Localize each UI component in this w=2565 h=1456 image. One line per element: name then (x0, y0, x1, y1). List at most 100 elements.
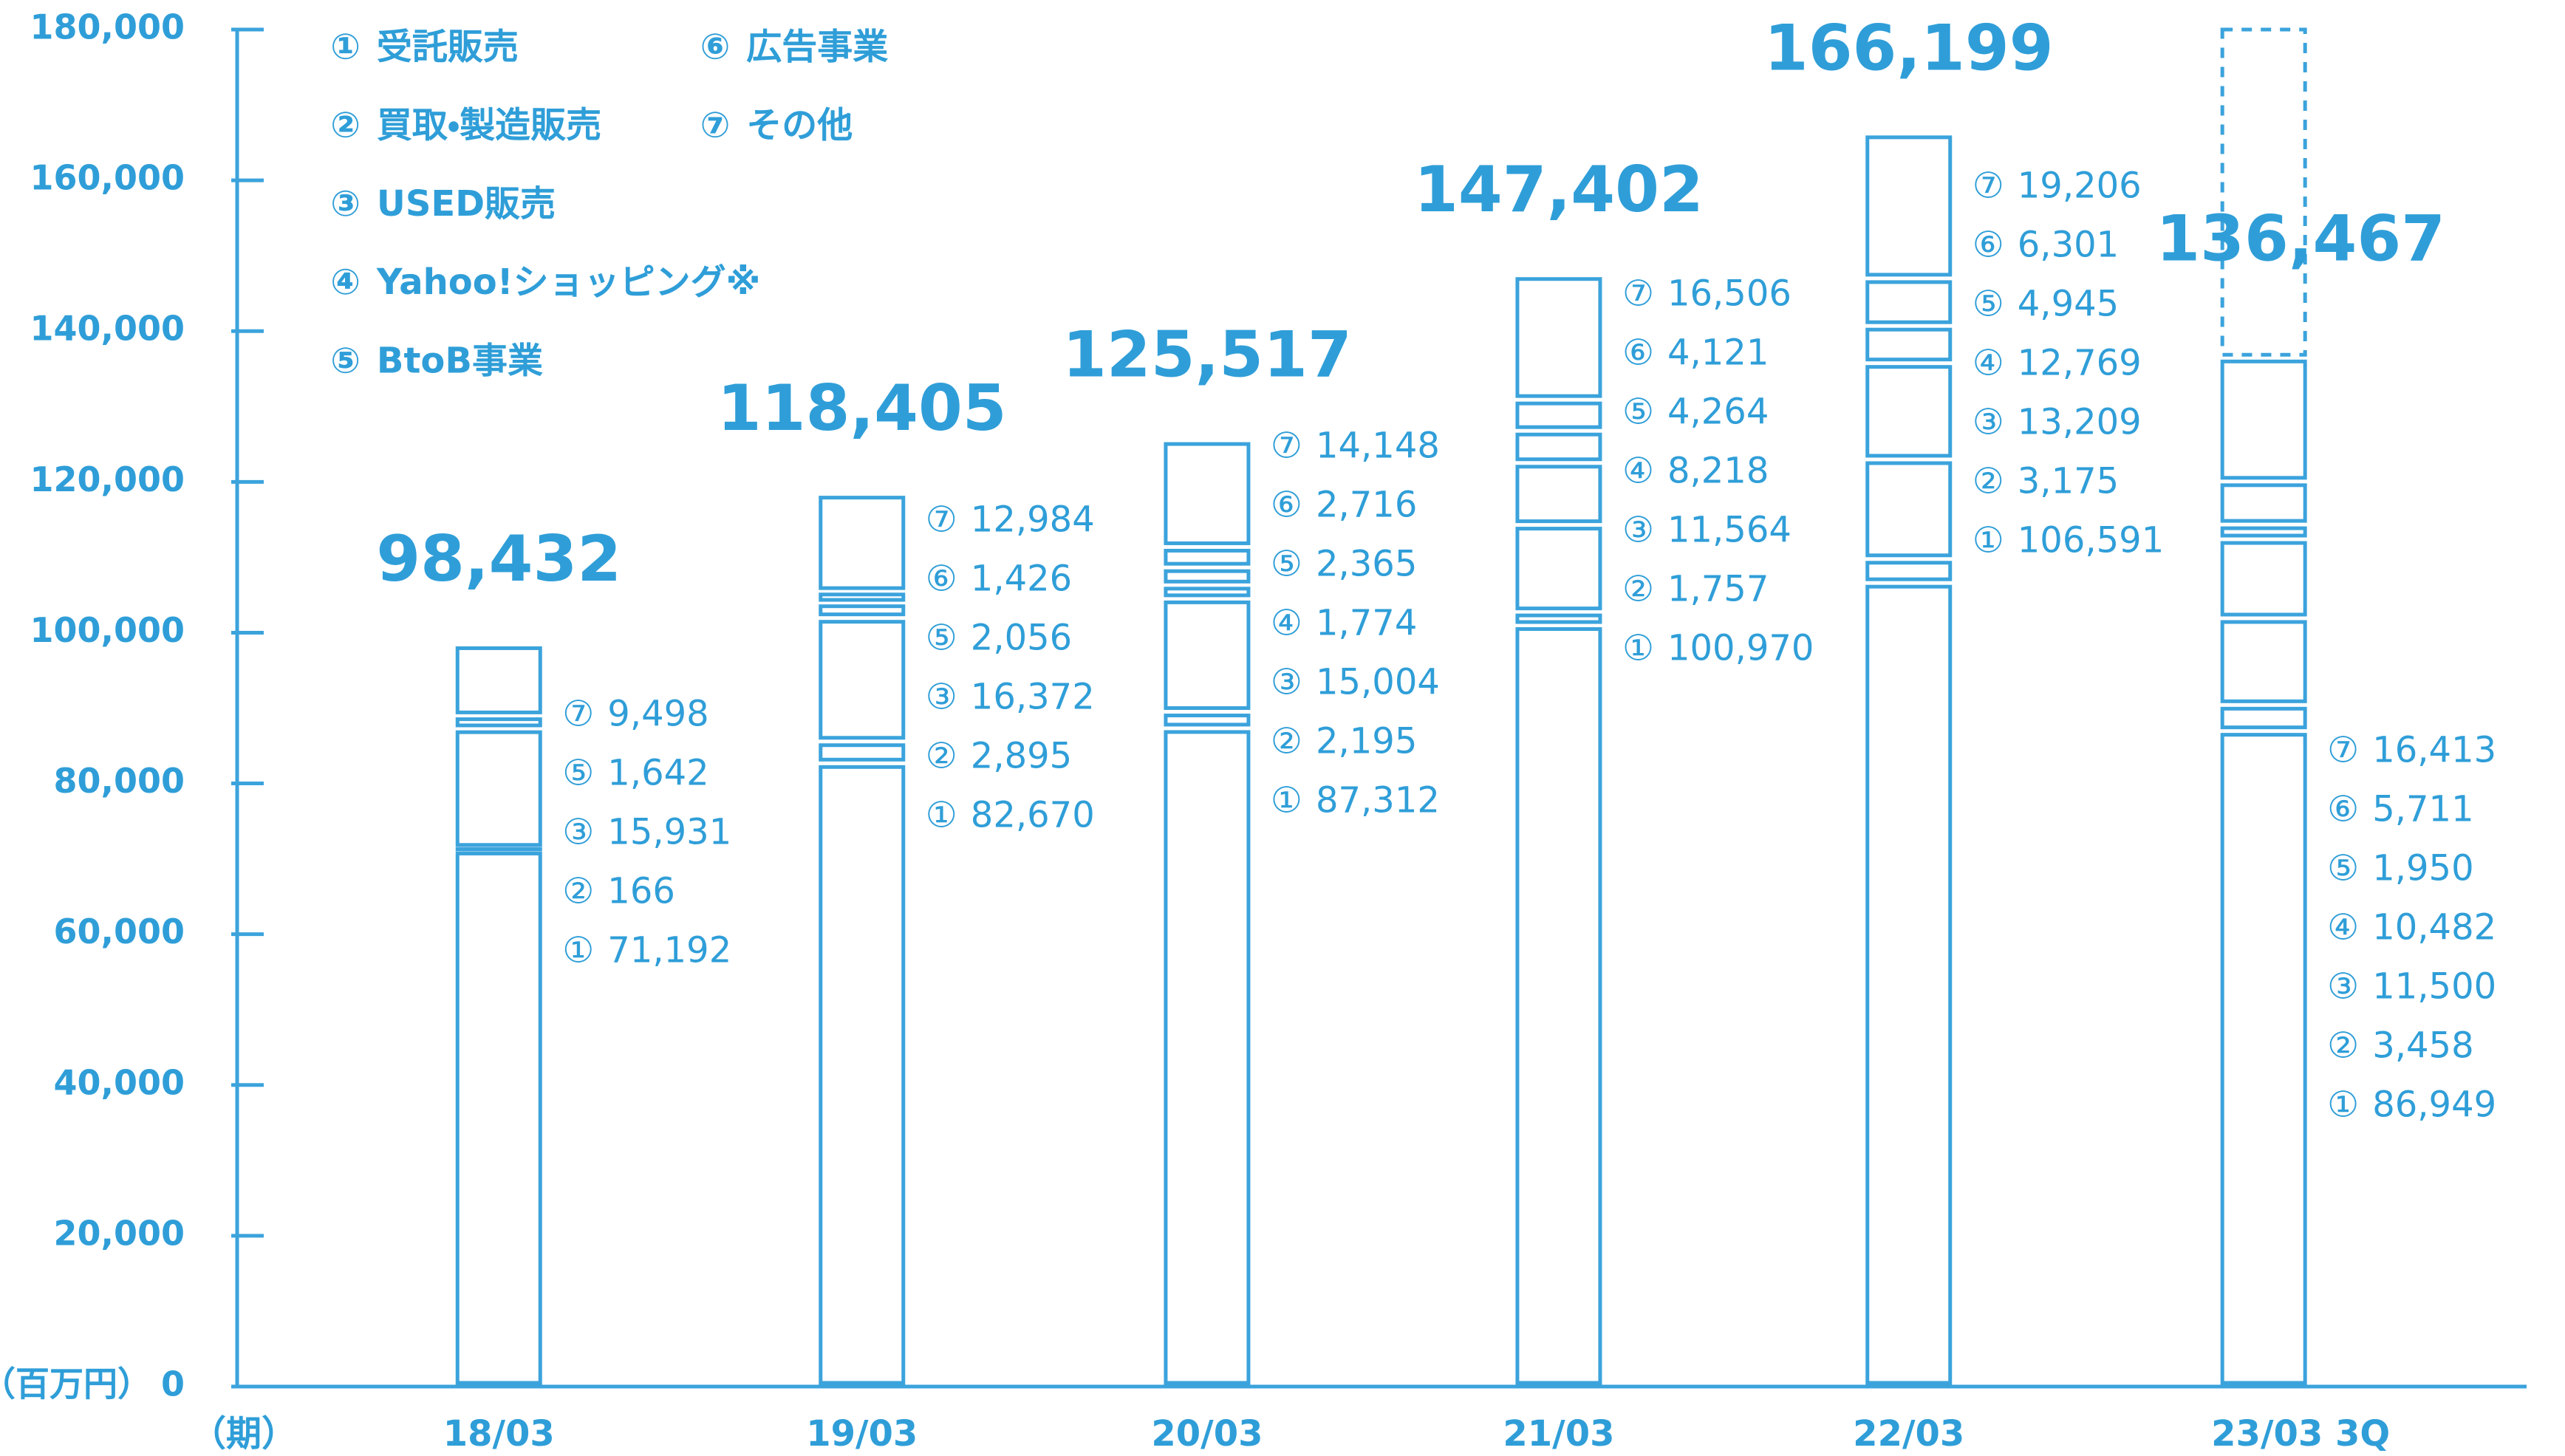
data-label-marker: ③ (2327, 965, 2359, 1007)
bar-segment (455, 730, 542, 847)
legend-name: Yahoo!ショッピング※ (376, 262, 760, 303)
bar-segment (2220, 526, 2307, 538)
bar-segment (1164, 569, 1251, 584)
data-label: ⑤ 2,365 (1271, 544, 1417, 585)
data-label: ① 106,591 (1973, 520, 2165, 561)
data-label: ⑦ 16,413 (2327, 729, 2496, 770)
bar-segment (455, 646, 542, 714)
data-label-value: 1,426 (971, 558, 1072, 599)
data-label-value: 11,564 (1667, 510, 1792, 551)
data-label: ⑤ 2,056 (926, 617, 1072, 658)
bar-segment (2220, 706, 2307, 730)
data-label-marker: ③ (926, 676, 957, 717)
data-label-value: 3,458 (2372, 1025, 2473, 1066)
data-label-marker: ⑤ (562, 753, 594, 794)
data-label: ③ 16,372 (926, 676, 1095, 717)
bar-segment (819, 620, 906, 740)
data-label: ③ 13,209 (1973, 402, 2142, 443)
data-label-value: 6,301 (2018, 225, 2119, 266)
data-label-marker: ② (562, 871, 594, 912)
total-label: 166,199 (1764, 11, 2054, 85)
data-label-marker: ④ (1973, 343, 2004, 384)
data-label-value: 71,192 (607, 930, 731, 971)
data-label-value: 1,774 (1316, 603, 1417, 644)
bar-segment (2220, 359, 2307, 480)
legend-name: 広告事業 (746, 26, 888, 67)
data-label: ⑤ 4,264 (1622, 392, 1769, 433)
data-label-marker: ③ (562, 812, 594, 853)
bar-segment (1515, 613, 1602, 624)
data-label-marker: ③ (1973, 402, 2004, 443)
data-label-marker: ⑥ (1271, 485, 1302, 526)
legend-marker: ④ (330, 262, 361, 303)
legend-name: その他 (746, 105, 853, 146)
bar-segment (1865, 584, 1953, 1385)
data-label: ④ 10,482 (2327, 906, 2496, 948)
y-tick-label: 180,000 (30, 7, 185, 47)
bar-segment (819, 592, 906, 602)
bar-segment (1164, 442, 1251, 545)
x-tick-label: 22/03 (1853, 1413, 1964, 1455)
data-label: ① 82,670 (926, 794, 1095, 835)
data-label-value: 15,931 (607, 812, 731, 853)
data-label-marker: ⑦ (926, 499, 957, 540)
x-tick-label: 20/03 (1151, 1413, 1263, 1455)
data-label: ⑦ 16,506 (1622, 273, 1792, 315)
y-tick-label: 0 (161, 1364, 185, 1404)
total-label: 98,432 (376, 522, 621, 596)
y-tick-label: 20,000 (53, 1213, 185, 1253)
data-label-value: 100,970 (1667, 628, 1814, 669)
legend-name: USED販売 (377, 183, 556, 225)
legend-name: BtoB事業 (377, 341, 543, 382)
x-tick-label: 23/03 3Q (2211, 1413, 2390, 1455)
data-label-value: 82,670 (971, 794, 1095, 835)
data-label-marker: ⑤ (1973, 284, 2004, 325)
data-label: ⑥ 2,716 (1271, 485, 1417, 526)
total-label: 136,467 (2156, 202, 2445, 276)
legend-entry: ① 受託販売 (330, 26, 519, 67)
data-label-marker: ⑦ (1622, 273, 1654, 315)
data-label-marker: ⑦ (1271, 425, 1302, 467)
data-label-marker: ⑤ (1622, 392, 1654, 433)
bar-segment (1515, 432, 1602, 462)
bar-segment (2220, 733, 2307, 1385)
y-tick-label: 140,000 (30, 309, 185, 349)
data-label: ① 71,192 (562, 930, 731, 971)
data-label-marker: ④ (1622, 451, 1654, 492)
data-label: ⑦ 9,498 (562, 694, 708, 735)
x-tick-label: 21/03 (1503, 1413, 1614, 1455)
bar-segment (819, 743, 906, 762)
data-label-value: 2,895 (971, 735, 1072, 776)
y-unit-label: （百万円） (0, 1364, 151, 1404)
data-label: ③ 15,931 (562, 812, 731, 853)
legend-entry: ④ Yahoo!ショッピング※ (330, 262, 760, 303)
data-label-marker: ⑥ (926, 558, 957, 599)
bar-segment (2220, 483, 2307, 523)
data-label-value: 14,148 (1316, 425, 1440, 467)
legend-marker: ⑦ (700, 105, 731, 146)
data-label-value: 13,209 (2018, 402, 2142, 443)
bar-segment (1164, 587, 1251, 598)
data-label: ③ 11,564 (1622, 510, 1792, 551)
legend-entry: ⑥ 広告事業 (700, 26, 889, 67)
legend-entry: ⑦ その他 (700, 105, 853, 146)
data-label: ⑥ 6,301 (1973, 225, 2119, 266)
bar-segment (1164, 548, 1251, 566)
bar-segment (1515, 401, 1602, 429)
data-label-marker: ① (1271, 780, 1302, 821)
bar-segment (1515, 627, 1602, 1385)
data-label: ④ 8,218 (1622, 451, 1769, 492)
bar-segment (1164, 714, 1251, 727)
data-label-value: 8,218 (1667, 451, 1769, 492)
data-label-value: 11,500 (2372, 965, 2496, 1007)
data-label-marker: ① (2327, 1084, 2359, 1125)
data-label-value: 166 (607, 871, 675, 912)
data-label-value: 4,945 (2018, 284, 2119, 325)
data-label-value: 1,642 (607, 753, 708, 794)
data-label-value: 3,175 (2018, 461, 2119, 502)
data-label-value: 19,206 (2018, 165, 2142, 207)
data-label: ⑤ 1,950 (2327, 847, 2473, 889)
data-label: ⑦ 19,206 (1973, 165, 2142, 207)
data-label: ⑥ 4,121 (1622, 332, 1769, 374)
